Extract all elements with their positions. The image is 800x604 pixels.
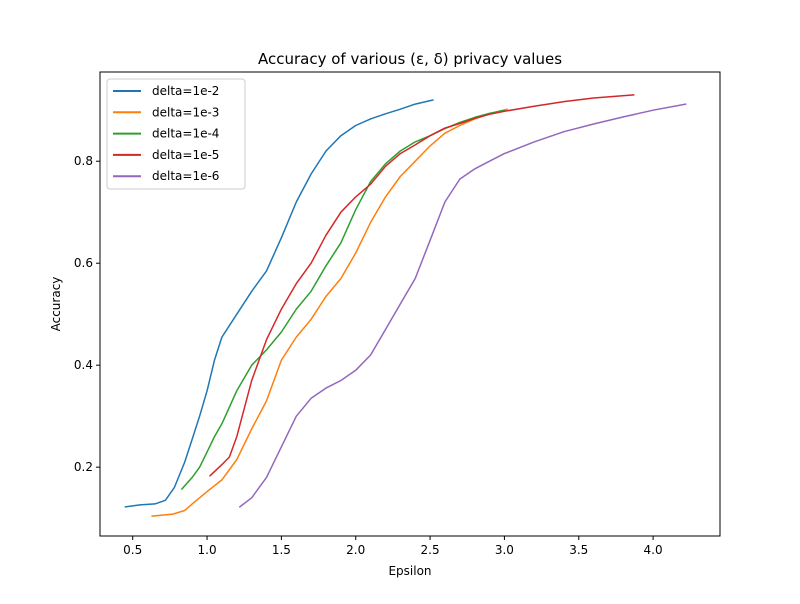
series-line-0	[124, 99, 434, 508]
y-tick-label: 0.6	[74, 256, 93, 270]
x-tick-label: 0.5	[123, 543, 142, 557]
legend-entries: delta=1e-2 delta=1e-3 delta=1e-4 delta=1e-5…	[113, 84, 219, 183]
legend-box	[106, 78, 246, 190]
y-tick-label: 0.4	[74, 358, 93, 372]
legend: delta=1e-2 delta=1e-3 delta=1e-4 delta=1e-5…	[106, 78, 246, 190]
x-tick-label: 3.0	[495, 543, 514, 557]
x-tick-label: 2.0	[346, 543, 365, 557]
x-tick-label: 3.5	[569, 543, 588, 557]
x-tick-label: 4.0	[644, 543, 663, 557]
legend-label: delta=1e-2	[152, 84, 219, 98]
x-tick-label: 1.5	[272, 543, 291, 557]
y-tick-label: 0.2	[74, 460, 93, 474]
y-axis-label: Accuracy	[49, 277, 63, 332]
series-line-4	[239, 103, 687, 508]
chart-title: Accuracy of various (ε, δ) privacy value…	[258, 50, 562, 68]
x-axis-label: Epsilon	[388, 564, 431, 578]
y-tick-label: 0.8	[74, 154, 93, 168]
x-tick-label: 1.0	[198, 543, 217, 557]
legend-label: delta=1e-5	[152, 148, 219, 162]
plot-frame	[99, 71, 721, 537]
x-axis-ticks: 0.5 1.0 1.5 2.0 2.5 3.0 3.5 4.0	[123, 536, 663, 557]
x-tick-label: 2.5	[421, 543, 440, 557]
plot-lines	[124, 94, 687, 517]
legend-label: delta=1e-6	[152, 169, 219, 183]
legend-label: delta=1e-4	[152, 127, 219, 141]
series-line-1	[151, 108, 509, 517]
y-axis-ticks: 0.2 0.4 0.6 0.8	[74, 154, 100, 474]
legend-label: delta=1e-3	[152, 105, 219, 119]
series-line-3	[209, 94, 635, 477]
